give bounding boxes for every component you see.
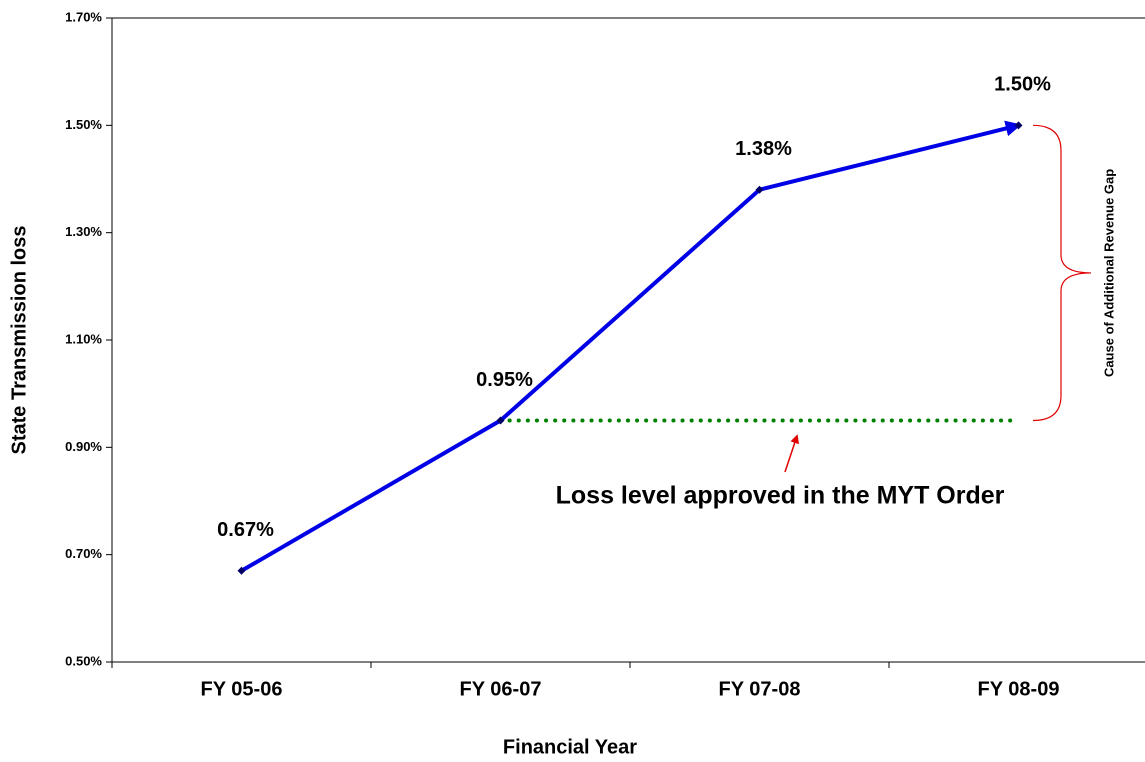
data-label: 1.50% bbox=[994, 74, 1051, 96]
brace-label: Cause of Additional Revenue Gap bbox=[1101, 169, 1116, 377]
y-tick-label: 0.70% bbox=[65, 546, 102, 561]
x-tick-label: FY 08-09 bbox=[978, 678, 1060, 700]
brace bbox=[1032, 124, 1092, 422]
y-tick-label: 1.30% bbox=[65, 224, 102, 239]
series-line bbox=[240, 120, 1022, 573]
y-axis-title: State Transmission loss bbox=[8, 226, 30, 455]
y-tick-label: 0.50% bbox=[65, 653, 102, 668]
data-label: 1.38% bbox=[735, 138, 792, 160]
x-tick-label: FY 06-07 bbox=[460, 678, 542, 700]
data-point bbox=[237, 566, 246, 575]
y-tick-label: 1.70% bbox=[65, 9, 102, 24]
y-tick-label: 1.10% bbox=[65, 331, 102, 346]
x-axis-title: Financial Year bbox=[503, 736, 637, 758]
y-tick-label: 0.90% bbox=[65, 439, 102, 454]
data-label: 0.95% bbox=[476, 369, 533, 391]
x-tick-label: FY 05-06 bbox=[201, 678, 283, 700]
data-label: 0.67% bbox=[217, 519, 274, 541]
reference-label: Loss level approved in the MYT Order bbox=[556, 482, 1005, 510]
data-point bbox=[496, 416, 505, 425]
reference-arrow bbox=[784, 434, 799, 473]
data-point bbox=[1014, 121, 1023, 130]
data-point bbox=[755, 185, 764, 194]
y-tick-label: 1.50% bbox=[65, 117, 102, 132]
x-tick-label: FY 07-08 bbox=[719, 678, 801, 700]
